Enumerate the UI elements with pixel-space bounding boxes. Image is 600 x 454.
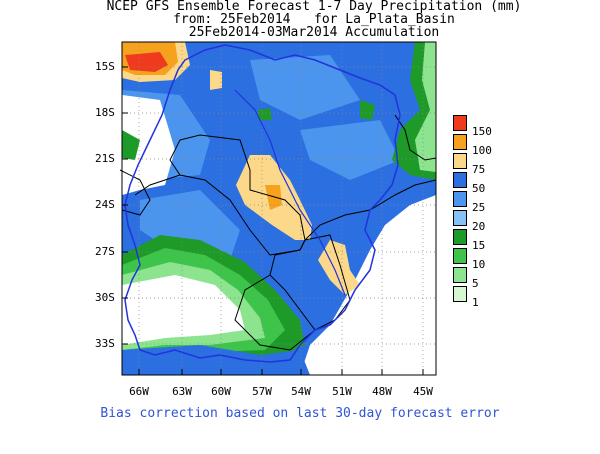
legend-label-1: 1 [472, 296, 479, 309]
legend-label-75: 75 [472, 163, 486, 176]
plot-frame [121, 41, 437, 376]
lon-label-54w: 54W [291, 385, 311, 398]
legend-swatch-5 [453, 267, 467, 283]
lat-label-18s: 18S [95, 106, 115, 119]
legend-swatch-10 [453, 248, 467, 264]
lon-label-45w: 45W [413, 385, 433, 398]
zone-25-north [250, 55, 360, 120]
legend-swatch-15 [453, 229, 467, 245]
lon-label-63w: 63W [172, 385, 192, 398]
legend-label-100: 100 [472, 144, 492, 157]
zone-15-west-spot [122, 130, 140, 160]
legend-label-5: 5 [472, 277, 479, 290]
lon-label-51w: 51W [332, 385, 352, 398]
zone-5-east-coast [415, 42, 436, 172]
zone-50-south [122, 345, 310, 375]
lat-label-15s: 15S [95, 60, 115, 73]
legend-swatch-100 [453, 134, 467, 150]
map-title: NCEP GFS Ensemble Forecast 1-7 Day Preci… [106, 0, 522, 14]
legend-swatch-1 [453, 286, 467, 302]
legend-label-25: 25 [472, 201, 486, 214]
lon-label-57w: 57W [252, 385, 272, 398]
legend-swatch-20 [453, 210, 467, 226]
bias-correction-note: Bias correction based on last 30-day for… [100, 406, 500, 421]
legend-swatch-75 [453, 153, 467, 169]
legend-label-20: 20 [472, 220, 486, 233]
river-line [234, 89, 346, 296]
basin-outline [124, 44, 401, 363]
legend-swatch-150 [453, 115, 467, 131]
legend-label-50: 50 [472, 182, 486, 195]
zone-15-spot-north [360, 100, 375, 120]
lon-label-48w: 48W [372, 385, 392, 398]
lon-label-60w: 60W [211, 385, 231, 398]
lat-label-21s: 21S [95, 152, 115, 165]
zone-75-spot-north [210, 70, 222, 90]
ocean-no-precip [300, 195, 436, 375]
legend-label-15: 15 [472, 239, 486, 252]
lat-lon-grid [122, 42, 436, 375]
legend-label-150: 150 [472, 125, 492, 138]
precipitation-field [122, 42, 436, 375]
zone-dry-southwest [122, 275, 245, 345]
lat-label-24s: 24S [95, 198, 115, 211]
accumulation-period-line: 25Feb2014-03Mar2014 Accumulation [188, 25, 440, 40]
lat-label-33s: 33S [95, 337, 115, 350]
lon-label-66w: 66W [129, 385, 149, 398]
zone-100-central [265, 185, 282, 210]
axis-ticks [122, 66, 424, 375]
legend-swatch-50 [453, 172, 467, 188]
zone-150-northwest [125, 52, 168, 72]
zone-15-spot-central [258, 108, 272, 120]
forecast-start-line: from: 25Feb2014 for La_Plata_Basin [173, 12, 455, 27]
lat-label-27s: 27S [95, 245, 115, 258]
lat-label-30s: 30S [95, 291, 115, 304]
legend-swatch-25 [453, 191, 467, 207]
zone-25-northeast [300, 120, 400, 180]
legend-label-10: 10 [472, 258, 486, 271]
zone-75-southeast [318, 240, 360, 295]
